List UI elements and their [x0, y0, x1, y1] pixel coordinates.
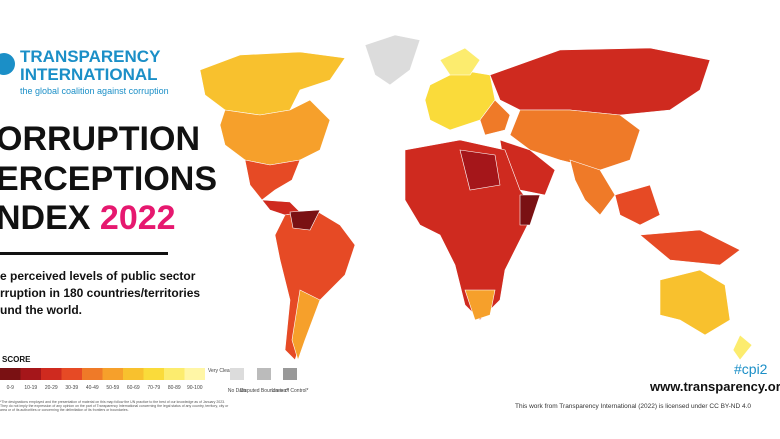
legend-swatch	[102, 368, 123, 380]
legend-swatch	[164, 368, 185, 380]
org-name: TRANSPARENCY	[20, 47, 161, 66]
legend-swatch	[82, 368, 103, 380]
title: NDEX 2022	[0, 199, 176, 237]
description: und the world.	[0, 303, 82, 317]
disclaimer: *The designations employed and the prese…	[0, 400, 229, 412]
description: rruption in 180 countries/territories	[0, 286, 200, 300]
disputed: Disputed Boundaries*	[240, 388, 288, 394]
title: NDEX	[0, 199, 91, 237]
legend-label: 10-19	[24, 385, 37, 391]
legend-label: 60-69	[127, 385, 140, 391]
lines-of-control: Lines of Control*	[272, 388, 309, 394]
title: ORRUPTION	[0, 120, 200, 158]
tagline: the global coalition against corruption	[20, 86, 169, 96]
year: 2022	[100, 199, 176, 237]
hashtag: #cpi2	[734, 361, 768, 377]
disputed-swatch	[257, 368, 271, 380]
legend: 0-9 10-19 20-29 30-39 40-49 50-59 60-69 70-79 80…	[0, 368, 205, 391]
no-data-swatch	[230, 368, 244, 380]
legend-label: 30-39	[65, 385, 78, 391]
very-clean: Very Clean	[208, 368, 233, 374]
lines-swatch	[283, 368, 297, 380]
legend-swatch	[184, 368, 205, 380]
divider	[0, 252, 168, 255]
disclaimer-box: *The designations employed and the prese…	[0, 400, 229, 412]
legend-swatch	[41, 368, 62, 380]
legend-title: SCORE	[2, 355, 31, 364]
legend-swatch	[123, 368, 144, 380]
legend-label: 50-59	[106, 385, 119, 391]
legend-label: 70-79	[147, 385, 160, 391]
world-map	[199, 34, 753, 361]
legend-label: 90-100	[187, 385, 203, 391]
legend-label: 80-89	[168, 385, 181, 391]
legend-label: 40-49	[86, 385, 99, 391]
legend-label: 20-29	[45, 385, 58, 391]
org-name: INTERNATIONAL	[20, 65, 158, 84]
legend-swatch	[20, 368, 41, 380]
legend-swatch	[61, 368, 82, 380]
legend-swatch	[0, 368, 21, 380]
description: e perceived levels of public sector	[0, 269, 196, 283]
url: www.transparency.org/	[649, 379, 780, 394]
legend-label: 0-9	[7, 385, 14, 391]
logo-icon	[0, 53, 15, 75]
license: This work from Transparency Internationa…	[515, 403, 751, 410]
no-data: No Data	[228, 388, 247, 394]
title: ERCEPTIONS	[0, 160, 217, 198]
legend-swatch	[143, 368, 164, 380]
